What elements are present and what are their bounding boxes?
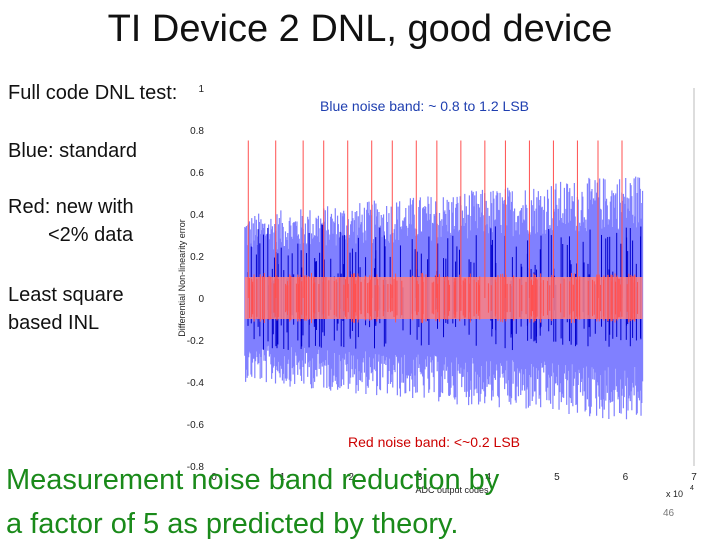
x-multiplier: x 10 — [666, 489, 683, 499]
blue-noise-note: Blue noise band: ~ 0.8 to 1.2 LSB — [320, 98, 529, 114]
bullet-blue: Blue: standard — [8, 140, 137, 162]
y-tick-label: 0.8 — [190, 126, 204, 137]
y-tick-label: 1 — [198, 84, 204, 95]
x-tick-label: 0 — [211, 472, 217, 483]
conclusion-line-2: a factor of 5 as predicted by theory. — [6, 508, 459, 540]
y-tick-label: 0.4 — [190, 210, 204, 221]
conclusion-line-1: Measurement noise band reduction by — [6, 464, 500, 496]
y-tick-label: -0.6 — [187, 420, 205, 431]
red-noise-note: Red noise band: <~0.2 LSB — [348, 434, 521, 450]
conclusion-text: Measurement noise band reduction by a fa… — [6, 458, 499, 546]
x-tick-label: 3 — [417, 472, 423, 483]
y-axis-label: Differential Non-linearity error — [177, 219, 187, 336]
y-tick-label: -0.8 — [187, 462, 205, 473]
x-tick-label: 5 — [554, 472, 560, 483]
x-tick-label: 6 — [623, 472, 629, 483]
x-tick-label: 2 — [348, 472, 354, 483]
slide-title: TI Device 2 DNL, good device — [107, 8, 613, 50]
bullet-red: Red: new with — [8, 196, 134, 218]
page-number: 46 — [663, 508, 675, 519]
y-tick-label: -0.4 — [187, 378, 205, 389]
bullet-inl: based INL — [8, 312, 100, 334]
x-axis-label: ADC output codes — [415, 485, 489, 495]
x-tick-label: 4 — [486, 472, 492, 483]
x-tick-label: 1 — [280, 472, 286, 483]
x-multiplier-exponent: 4 — [690, 485, 694, 492]
y-tick-label: -0.2 — [187, 336, 205, 347]
y-tick-label: 0 — [198, 294, 204, 305]
bullet-full-code: Full code DNL test: — [8, 82, 178, 104]
bullet-least-square: Least square — [8, 284, 124, 306]
x-tick-label: 7 — [691, 472, 697, 483]
y-tick-label: 0.2 — [190, 252, 204, 263]
bullet-red-cont: <2% data — [48, 224, 134, 246]
y-tick-label: 0.6 — [190, 168, 204, 179]
